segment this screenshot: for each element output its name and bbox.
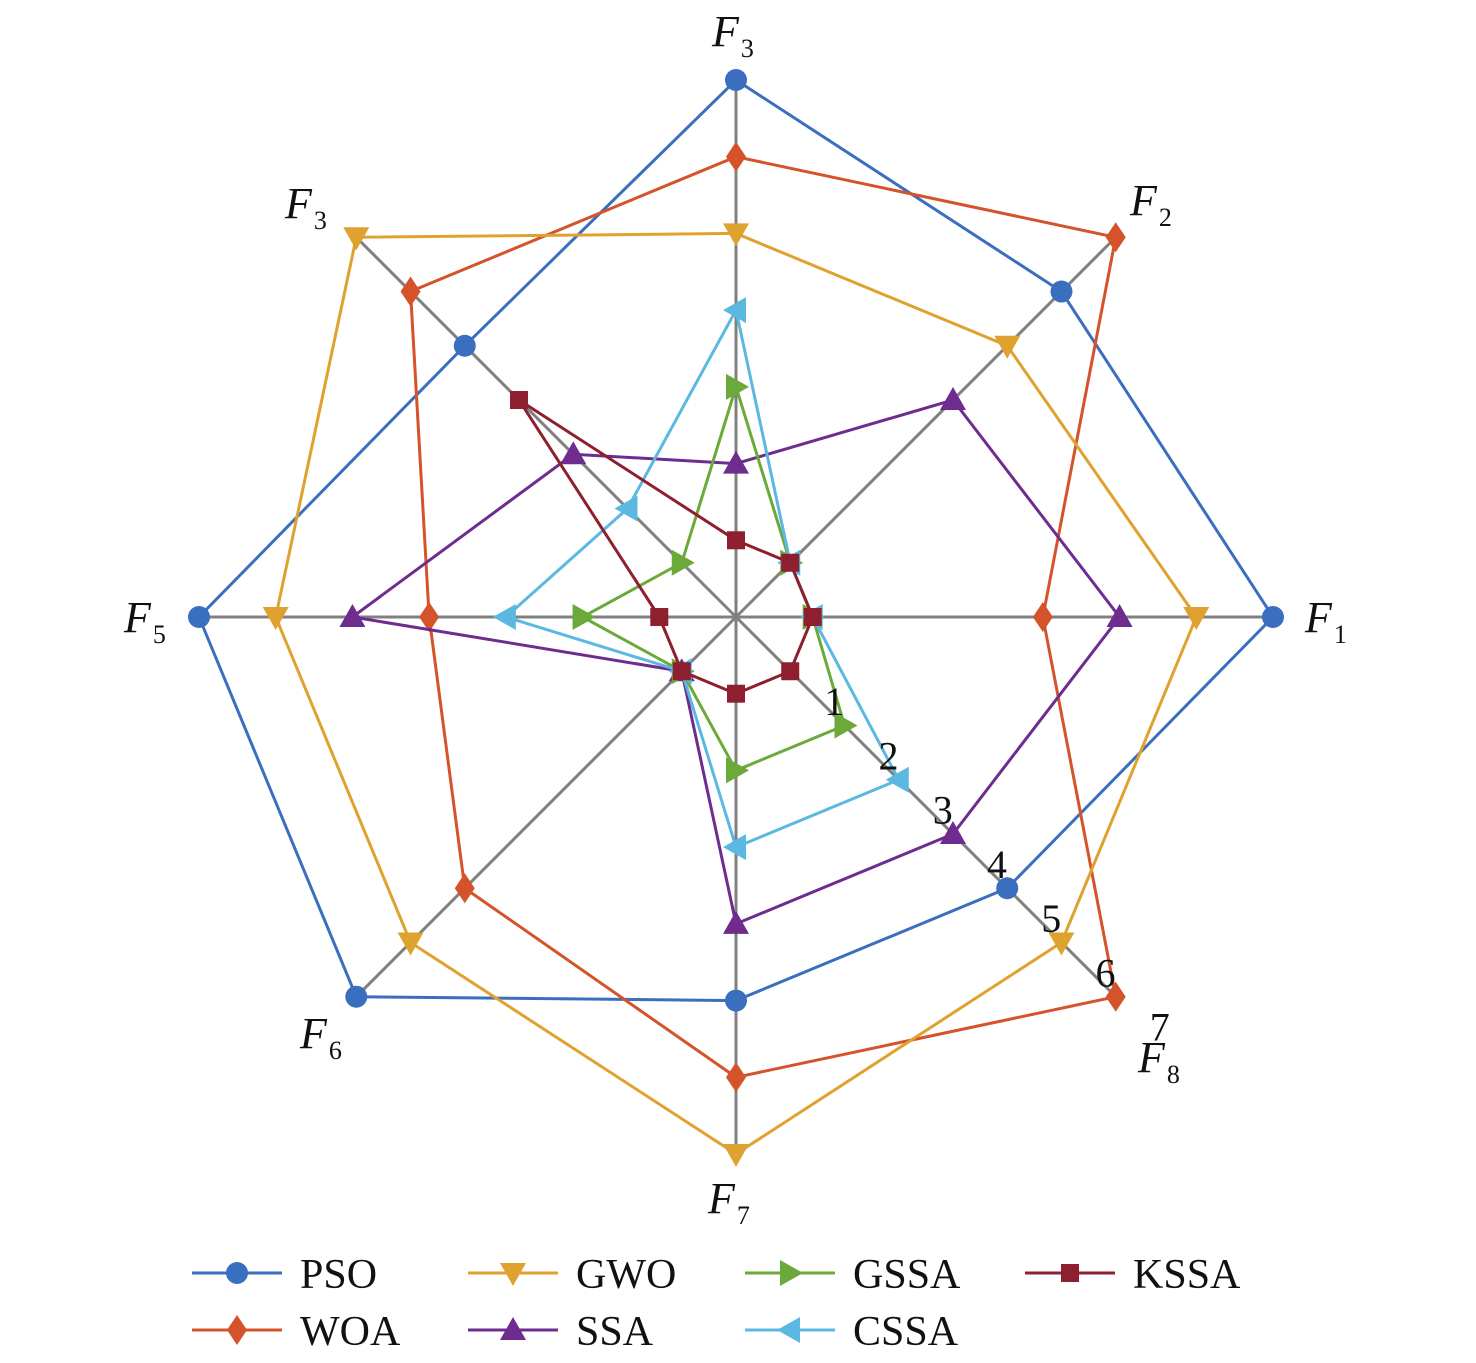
legend-label: WOA xyxy=(300,1309,401,1355)
data-point xyxy=(339,604,366,627)
data-point xyxy=(226,1262,248,1284)
data-point xyxy=(725,989,747,1012)
data-point xyxy=(650,608,669,626)
legend-item-kssa: KSSA xyxy=(1025,1252,1241,1298)
data-point xyxy=(454,873,475,904)
data-point xyxy=(1262,606,1284,628)
data-point xyxy=(1105,981,1126,1012)
data-point xyxy=(419,602,440,632)
axis-label: F5 xyxy=(123,593,166,649)
legend-label: PSO xyxy=(300,1252,377,1298)
tick-label: 4 xyxy=(987,842,1007,887)
data-point xyxy=(343,227,370,251)
data-point xyxy=(400,276,421,307)
axis-label: F3 xyxy=(711,7,754,63)
data-point xyxy=(939,387,966,411)
data-point xyxy=(560,441,587,465)
data-point xyxy=(994,335,1021,359)
tick-label: 1 xyxy=(824,679,844,724)
series-gssa xyxy=(572,373,858,784)
data-point xyxy=(1105,222,1126,253)
data-point xyxy=(453,334,476,357)
data-point xyxy=(726,373,749,400)
tick-label: 5 xyxy=(1041,896,1061,941)
legend-label: GWO xyxy=(576,1252,676,1298)
data-point xyxy=(500,1263,526,1286)
legend-item-gssa: GSSA xyxy=(745,1252,961,1298)
axis-labels: F1 F2 F3 F3 F5 F6 F7 F8 xyxy=(123,7,1347,1230)
series-pso xyxy=(188,69,1284,1012)
data-point xyxy=(227,1315,247,1345)
data-point xyxy=(726,141,746,172)
legend: PSO GWO GSSA KSSA WOA SSA CSSA xyxy=(192,1252,1241,1355)
data-point xyxy=(885,766,909,793)
data-point xyxy=(723,223,749,247)
data-point xyxy=(803,608,822,626)
axis-label: F7 xyxy=(707,1174,750,1230)
legend-item-cssa: CSSA xyxy=(745,1309,959,1355)
data-point xyxy=(1032,602,1053,632)
legend-label: KSSA xyxy=(1133,1252,1241,1298)
data-point xyxy=(726,757,749,784)
tick-label: 2 xyxy=(878,733,898,778)
data-point xyxy=(345,985,368,1008)
data-point xyxy=(781,553,800,572)
data-point xyxy=(777,1317,800,1343)
axis-label: F2 xyxy=(1129,176,1172,232)
data-point xyxy=(1183,607,1210,630)
data-point xyxy=(939,820,966,844)
data-point xyxy=(262,607,289,630)
data-point xyxy=(834,712,858,739)
legend-item-gwo: GWO xyxy=(468,1252,676,1298)
tick-label: 3 xyxy=(933,788,953,833)
data-point xyxy=(723,1144,749,1167)
data-point xyxy=(727,531,745,550)
data-point xyxy=(725,69,747,91)
data-point xyxy=(1106,604,1133,627)
data-point xyxy=(780,1260,803,1286)
data-point xyxy=(397,932,424,956)
data-point xyxy=(672,662,691,681)
data-point xyxy=(727,684,745,703)
legend-item-woa: WOA xyxy=(192,1309,401,1355)
data-point xyxy=(1048,932,1075,956)
data-point xyxy=(614,495,638,522)
data-point xyxy=(1050,280,1073,303)
data-point xyxy=(723,834,746,861)
data-point xyxy=(726,1062,746,1093)
legend-label: CSSA xyxy=(853,1309,959,1355)
axis-label: F1 xyxy=(1304,593,1347,649)
data-point xyxy=(510,391,529,410)
series-kssa xyxy=(510,391,822,703)
series-gwo xyxy=(262,223,1210,1167)
data-point xyxy=(188,606,210,628)
data-point xyxy=(781,662,800,681)
data-point xyxy=(723,910,749,934)
tick-label: 6 xyxy=(1095,950,1115,995)
data-point xyxy=(1061,1264,1079,1282)
data-point xyxy=(996,877,1019,900)
data-point xyxy=(723,450,749,474)
series-cssa xyxy=(492,297,909,861)
data-point xyxy=(500,1317,526,1340)
axis-label: F6 xyxy=(299,1009,342,1065)
axis-label: F3 xyxy=(284,179,327,235)
series-woa xyxy=(400,141,1126,1093)
legend-item-pso: PSO xyxy=(192,1252,377,1298)
legend-label: GSSA xyxy=(853,1252,961,1298)
data-point xyxy=(492,604,516,630)
series-group xyxy=(188,69,1284,1167)
data-point xyxy=(723,297,746,324)
data-point xyxy=(671,549,695,576)
data-point xyxy=(572,604,596,630)
legend-item-ssa: SSA xyxy=(468,1309,654,1355)
tick-label: 7 xyxy=(1150,1005,1170,1050)
axis-label: F8 xyxy=(1137,1033,1180,1089)
legend-label: SSA xyxy=(576,1309,654,1355)
